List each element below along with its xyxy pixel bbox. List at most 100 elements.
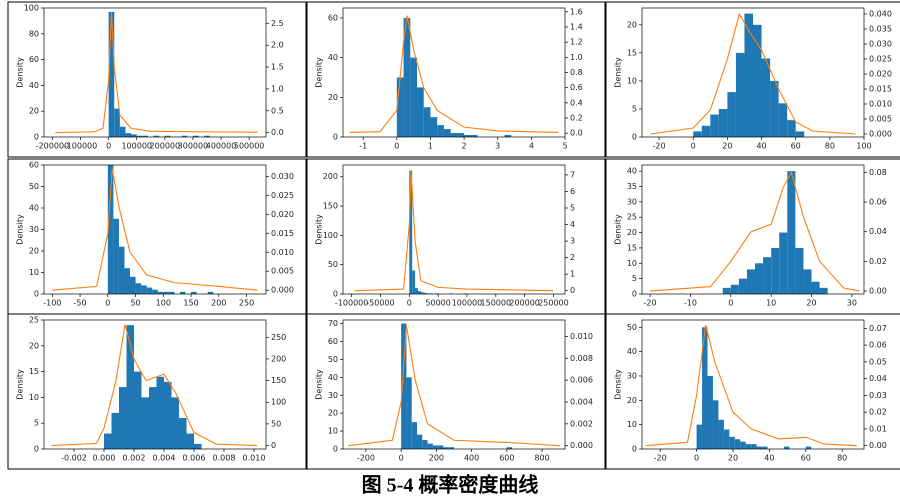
y-axis-label: Density (315, 57, 324, 88)
plot-frame (342, 7, 566, 138)
y2-tick-label: 0.005 (869, 115, 892, 124)
histogram-bar (771, 247, 780, 294)
x-tick-label: 80 (825, 142, 835, 151)
y-tick-label: 25 (627, 213, 637, 222)
y-tick-label: 0 (632, 133, 637, 142)
y2-tick-label: 0.020 (869, 70, 892, 79)
x-tick-label: 50000 (425, 299, 450, 308)
y-axis-label: Density (614, 57, 623, 88)
histogram-bar (778, 103, 788, 137)
histogram-bar (448, 447, 454, 449)
histogram-bar (149, 387, 157, 449)
y2-tick-label: 3 (570, 237, 575, 246)
histogram-bar (727, 92, 736, 137)
figure-caption: 图 5-4 概率密度曲线 (362, 473, 539, 497)
x-tick-label: 0.004 (153, 454, 176, 463)
x-tick-label: 0.002 (123, 454, 146, 463)
histogram-bar (403, 17, 411, 137)
x-tick-label: 400000 (206, 142, 237, 151)
panel-frame (306, 158, 606, 315)
histogram-bar (756, 446, 763, 449)
histogram-bar (119, 387, 127, 449)
y2-tick-label: 0.015 (869, 85, 892, 94)
x-tick-label: -20 (654, 454, 667, 463)
x-tick-label: -100 (43, 299, 61, 308)
histogram-bar (181, 135, 188, 137)
y-tick-label: 10 (29, 268, 39, 277)
y-axis-label: Density (16, 369, 25, 400)
histogram-bar (464, 135, 471, 137)
x-tick-label: 5 (562, 142, 567, 151)
histogram-bar (450, 133, 458, 137)
histogram-bar (763, 257, 772, 294)
density-line (349, 15, 559, 133)
y-tick-label: 5 (632, 274, 637, 283)
panel-frame (605, 313, 900, 470)
histogram-bar (701, 125, 711, 137)
histogram-bar (738, 278, 747, 294)
density-line (348, 325, 560, 447)
y2-tick-label: 50 (271, 419, 281, 428)
plot-frame (342, 319, 566, 450)
x-tick-label: 0 (691, 142, 696, 151)
x-tick-label: 100 (156, 299, 171, 308)
x-tick-label: 0 (394, 142, 399, 151)
histogram-bar (722, 287, 731, 294)
y2-tick-label: 1.4 (570, 22, 583, 31)
y2-tick-label: 0.010 (271, 248, 294, 257)
plot-frame (43, 7, 267, 138)
y2-tick-label: 0.06 (869, 341, 887, 350)
y2-tick-label: 0.04 (869, 374, 887, 383)
y2-tick-label: 2 (570, 253, 575, 262)
histogram-bar (710, 114, 719, 137)
histogram-bar (729, 436, 735, 449)
histogram-bar (430, 117, 438, 137)
y2-tick-label: 1 (570, 270, 575, 279)
x-tick-label: 150000 (481, 299, 512, 308)
histogram-bar (163, 291, 169, 294)
x-tick-label: -1 (359, 142, 367, 151)
y2-tick-label: 0.08 (869, 168, 887, 177)
y-tick-label: 40 (29, 204, 39, 213)
x-tick-label: 0 (694, 454, 699, 463)
x-tick-label: 100 (856, 142, 871, 151)
y2-tick-label: 0.002 (570, 419, 593, 428)
histogram-bar (164, 381, 172, 449)
y-tick-label: 10 (627, 420, 637, 429)
x-tick-label: 20 (728, 454, 738, 463)
histogram-bar (141, 397, 149, 449)
histogram-bar (811, 281, 820, 294)
y-tick-label: 30 (627, 371, 637, 380)
x-tick-label: 800 (534, 454, 549, 463)
y2-tick-label: 0.03 (869, 391, 887, 400)
x-tick-label: -20 (644, 299, 657, 308)
y2-tick-label: 0.02 (869, 408, 887, 417)
histogram-bar (795, 247, 804, 294)
y2-tick-label: 150 (271, 376, 286, 385)
y2-tick-label: 0.025 (869, 55, 892, 64)
histogram-bar (805, 446, 812, 449)
x-tick-label: 50 (130, 299, 140, 308)
y2-tick-label: 5 (570, 204, 575, 213)
x-tick-label: 0 (399, 454, 404, 463)
histogram-bar (156, 376, 164, 449)
histogram-bar (136, 135, 143, 137)
y2-tick-label: 0.020 (271, 210, 294, 219)
y2-tick-label: 0.04 (869, 227, 887, 236)
histogram-bar (142, 135, 148, 137)
x-tick-label: 0.000 (93, 454, 116, 463)
y2-tick-label: 0.8 (570, 68, 583, 77)
histogram-bar (417, 434, 423, 449)
x-tick-label: -200000 (36, 142, 69, 151)
histogram-bar (113, 218, 119, 294)
y-tick-label: 0 (34, 133, 39, 142)
histogram-bar (437, 125, 444, 137)
histogram-bar (124, 268, 131, 294)
histogram-bar (457, 133, 465, 137)
histogram-bar (427, 443, 433, 449)
x-tick-label: 150 (183, 299, 198, 308)
y-tick-label: 60 (328, 13, 338, 22)
x-tick-label: 200000 (150, 142, 181, 151)
y-tick-label: 60 (29, 55, 39, 64)
x-tick-label: 300000 (178, 142, 209, 151)
